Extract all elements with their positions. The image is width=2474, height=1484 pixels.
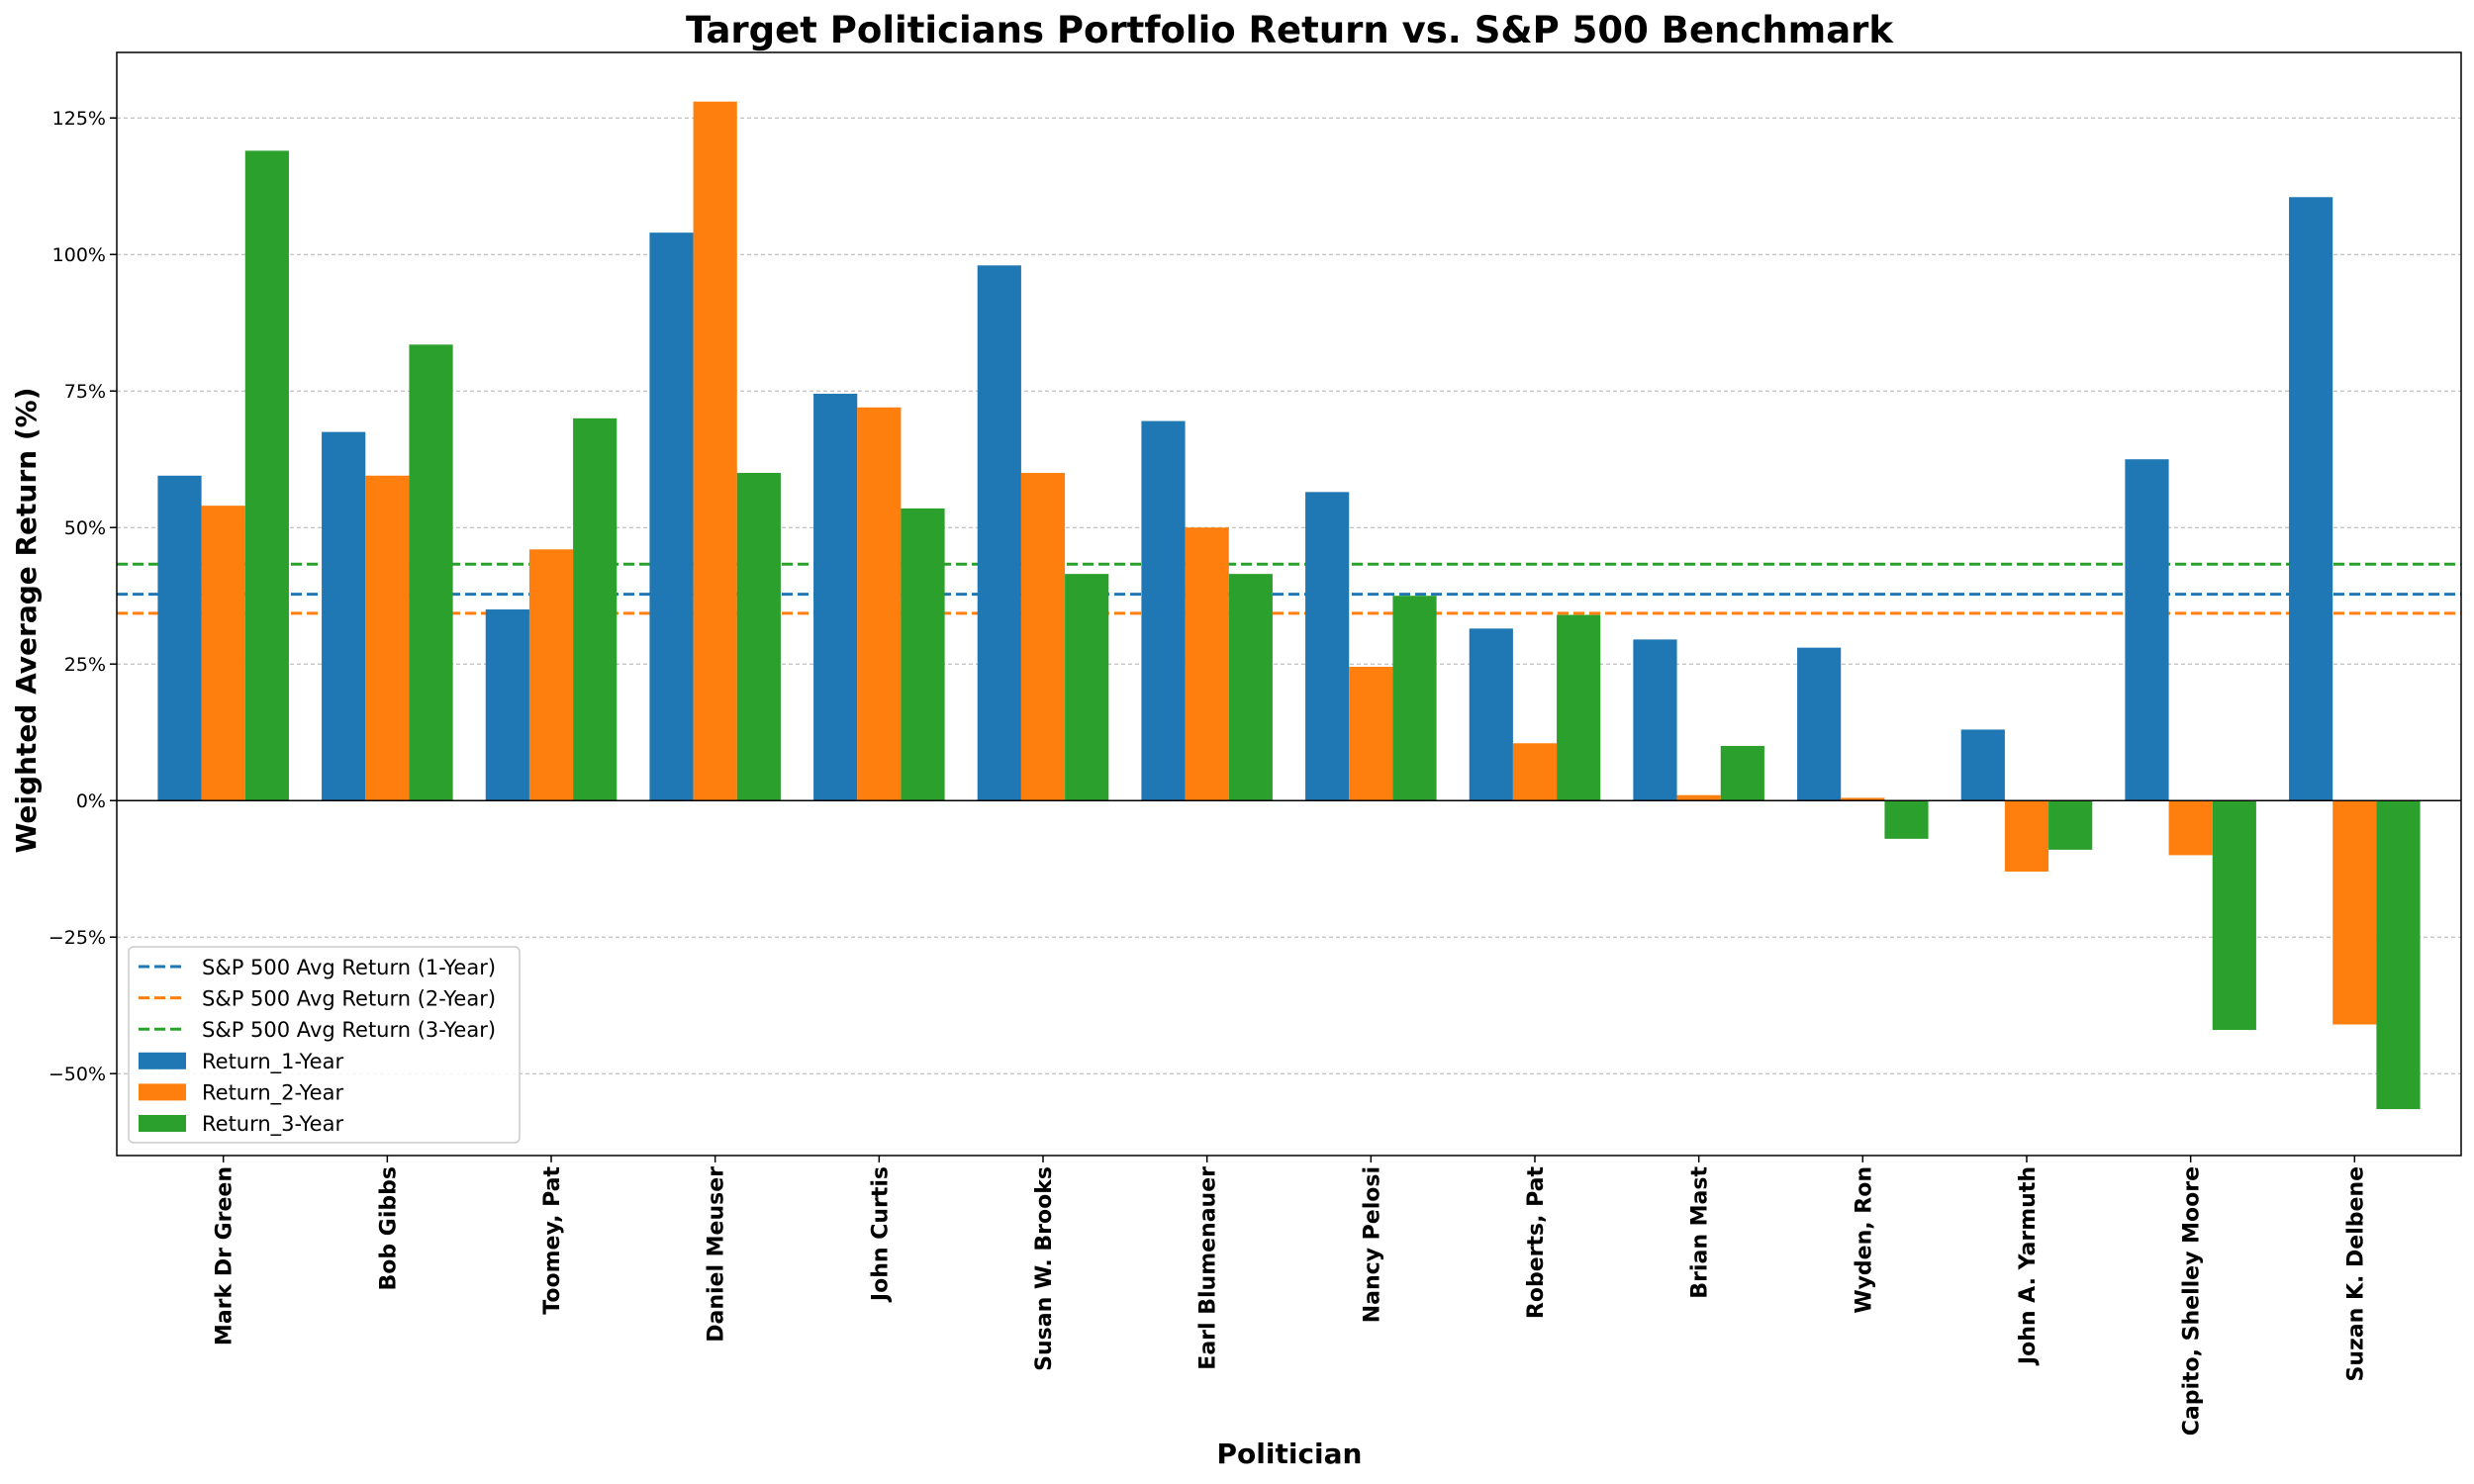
benchmark-lines	[117, 562, 2461, 615]
x-tick-label: Wyden, Ron	[1852, 1166, 1876, 1314]
bar	[2332, 800, 2377, 1025]
x-tick-label: John A. Yarmuth	[2016, 1166, 2041, 1366]
legend-swatch-bar	[139, 1083, 186, 1101]
legend: S&P 500 Avg Return (1-Year) S&P 500 Avg R…	[128, 946, 521, 1144]
bar	[2376, 800, 2421, 1110]
bar	[1676, 794, 1721, 801]
x-tick-label: Daniel Meuser	[705, 1166, 729, 1343]
bar	[1349, 666, 1393, 801]
legend-label: S&P 500 Avg Return (2-Year)	[202, 987, 496, 1011]
x-tick-label: Nancy Pelosi	[1360, 1166, 1384, 1323]
y-tick-label: −50%	[48, 1064, 106, 1085]
bar	[1392, 596, 1437, 801]
gridlines	[117, 117, 2461, 1074]
legend-swatch-bar	[139, 1115, 186, 1132]
y-tick-label: 25%	[64, 654, 106, 676]
bar	[2212, 800, 2256, 1031]
bar	[409, 344, 453, 801]
bar	[157, 475, 202, 801]
bar	[2048, 800, 2093, 850]
x-tick-label: Earl Blumenauer	[1196, 1166, 1221, 1370]
y-tick-label: −25%	[48, 927, 106, 949]
bar	[1141, 420, 1186, 801]
bar	[1185, 527, 1229, 801]
bar	[1557, 614, 1601, 801]
chart-title: Target Politicians Portfolio Return vs. …	[686, 9, 1894, 51]
x-tick-label: Suzan K. Delbene	[2343, 1166, 2368, 1382]
y-tick-label: 0%	[76, 790, 106, 812]
x-axis-label: Politician	[1217, 1438, 1363, 1470]
x-tick-label: Bob Gibbs	[376, 1166, 401, 1290]
x-tick-label: John Curtis	[868, 1166, 893, 1303]
bar	[1469, 628, 1513, 801]
bar	[1065, 574, 1109, 801]
bar	[857, 407, 902, 801]
x-tick-label: Capito, Shelley Moore	[2180, 1166, 2205, 1436]
bar	[1512, 743, 1558, 801]
bar	[1841, 797, 1885, 801]
bar	[1797, 647, 1842, 801]
y-tick-label: 75%	[64, 381, 106, 403]
bar	[322, 431, 366, 801]
legend-label: Return_1-Year	[202, 1050, 343, 1074]
bar	[693, 101, 737, 801]
legend-box	[128, 946, 521, 1144]
bar	[1305, 492, 1350, 801]
bar	[977, 265, 1021, 801]
bar	[1228, 574, 1273, 801]
y-tick-label: 125%	[52, 108, 106, 130]
y-axis-ticks: −50% −25% 0% 25% 50% 75% 100% 125%	[48, 108, 117, 1085]
x-tick-label: Mark Dr Green	[213, 1166, 238, 1345]
x-tick-label: Brian Mast	[1688, 1166, 1713, 1299]
x-tick-label: Toomey, Pat	[540, 1166, 565, 1315]
bar	[485, 609, 529, 801]
bar	[201, 506, 245, 801]
legend-label: Return_2-Year	[202, 1080, 343, 1105]
bar	[1960, 729, 2005, 801]
x-tick-label: Roberts, Pat	[1524, 1166, 1549, 1320]
y-axis-label: Weighted Average Return (%)	[10, 387, 43, 853]
bar	[2289, 197, 2333, 801]
bar	[365, 475, 410, 801]
y-tick-label: 100%	[52, 244, 106, 266]
bar	[1633, 639, 1677, 801]
legend-swatch-bar	[139, 1052, 186, 1069]
bar	[901, 508, 945, 801]
bar	[1020, 473, 1066, 801]
bar	[2125, 459, 2169, 801]
bar	[1884, 800, 1929, 839]
plot-area-frame	[116, 51, 2462, 1157]
y-tick-label: 50%	[64, 517, 106, 539]
bar	[528, 549, 574, 801]
x-axis-ticks: Mark Dr Green Bob Gibbs Toomey, Pat Daniel …	[213, 1156, 2368, 1436]
legend-label: Return_3-Year	[202, 1112, 343, 1137]
bar	[2004, 800, 2049, 872]
x-tick-label: Susan W. Brooks	[1032, 1166, 1057, 1371]
bar	[649, 232, 694, 801]
bars	[157, 101, 2421, 1110]
legend-label: S&P 500 Avg Return (3-Year)	[202, 1018, 496, 1042]
bar	[244, 150, 289, 801]
bar	[2168, 800, 2213, 856]
bar	[813, 393, 858, 801]
legend-label: S&P 500 Avg Return (1-Year)	[202, 956, 496, 979]
bar	[736, 473, 781, 801]
bar	[573, 417, 618, 801]
bar	[1720, 746, 1764, 801]
